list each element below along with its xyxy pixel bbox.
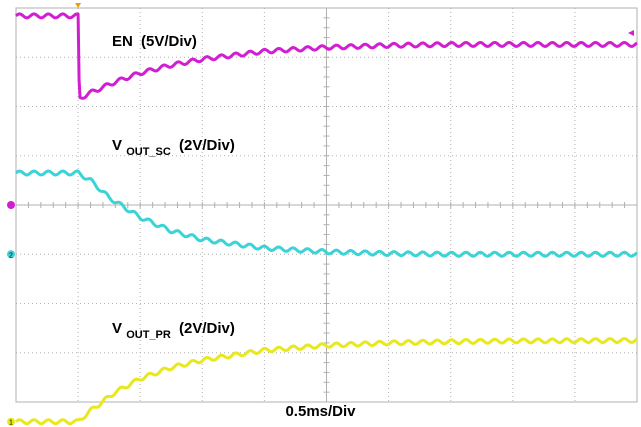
vout-pr-trace bbox=[15, 337, 638, 426]
en-label-scale: (5V/Div) bbox=[141, 33, 197, 50]
en-ground-marker bbox=[7, 201, 15, 209]
x-axis-label: 0.5ms/Div bbox=[285, 403, 356, 420]
vout-pr-marker-label: 1 bbox=[9, 420, 13, 427]
vout-sc-marker-label: 2 bbox=[9, 252, 13, 259]
vout-pr-trace-label: V OUT_PR (2V/Div) bbox=[112, 320, 235, 342]
en-label-main: EN bbox=[112, 33, 133, 50]
graticule bbox=[15, 7, 638, 403]
en-trace bbox=[15, 12, 638, 100]
vout-sc-label-scale: (2V/Div) bbox=[179, 137, 235, 154]
vout-sc-trace bbox=[15, 169, 638, 258]
en-trace-label: EN (5V/Div) bbox=[112, 33, 197, 50]
waveform-traces bbox=[15, 12, 638, 426]
vout-pr-label-sub: OUT_PR bbox=[126, 329, 171, 341]
vout-sc-trace-label: V OUT_SC (2V/Div) bbox=[112, 137, 235, 159]
vout-sc-ground-marker bbox=[7, 250, 15, 259]
vout-pr-label-scale: (2V/Div) bbox=[179, 320, 235, 337]
en-offset-arrow bbox=[628, 30, 634, 36]
vout-pr-label-main: V bbox=[112, 320, 122, 337]
trigger-marker bbox=[75, 3, 82, 8]
vout-pr-ground-marker bbox=[7, 417, 15, 426]
vout-sc-label-main: V bbox=[112, 137, 122, 154]
channel-markers: 21 bbox=[7, 3, 634, 427]
vout-sc-label-sub: OUT_SC bbox=[126, 146, 171, 158]
